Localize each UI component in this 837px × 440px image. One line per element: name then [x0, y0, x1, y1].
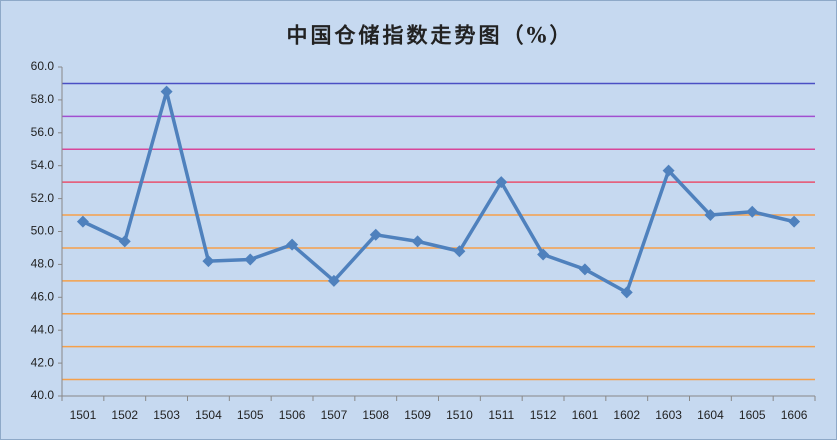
y-tick-label: 60.0 — [31, 59, 55, 73]
y-tick-label: 48.0 — [31, 257, 55, 271]
data-marker — [369, 228, 382, 241]
y-tick-label: 44.0 — [31, 322, 55, 336]
x-tick-label: 1504 — [195, 408, 222, 422]
y-tick-label: 40.0 — [31, 388, 55, 402]
x-tick-label: 1603 — [655, 408, 682, 422]
data-marker — [495, 176, 508, 189]
data-marker — [704, 209, 717, 222]
data-marker — [453, 245, 466, 258]
y-tick-label: 46.0 — [31, 289, 55, 303]
data-marker — [202, 255, 215, 268]
data-marker — [160, 85, 173, 98]
x-tick-label: 1502 — [111, 408, 138, 422]
data-marker — [411, 235, 424, 248]
x-tick-label: 1510 — [446, 408, 473, 422]
data-marker — [76, 215, 89, 228]
x-tick-label: 1512 — [530, 408, 557, 422]
data-marker — [537, 248, 550, 261]
data-marker — [286, 238, 299, 251]
x-tick-label: 1601 — [572, 408, 599, 422]
x-tick-label: 1604 — [697, 408, 724, 422]
data-marker — [662, 164, 675, 177]
data-marker — [244, 253, 257, 266]
x-tick-label: 1509 — [404, 408, 431, 422]
data-marker — [118, 235, 131, 248]
x-tick-label: 1606 — [781, 408, 808, 422]
data-marker — [620, 286, 633, 299]
x-tick-label: 1602 — [613, 408, 640, 422]
data-line — [82, 89, 795, 295]
y-tick-label: 58.0 — [31, 92, 55, 106]
x-tick-label: 1507 — [321, 408, 348, 422]
data-marker — [327, 274, 340, 287]
y-tick-label: 54.0 — [31, 158, 55, 172]
data-marker — [788, 215, 801, 228]
x-tick-label: 1511 — [488, 408, 514, 422]
x-tick-label: 1501 — [70, 408, 97, 422]
x-tick-label: 1605 — [739, 408, 766, 422]
x-tick-label: 1505 — [237, 408, 264, 422]
y-tick-label: 42.0 — [31, 355, 55, 369]
y-tick-label: 56.0 — [31, 125, 55, 139]
x-tick-label: 1503 — [153, 408, 180, 422]
data-marker — [578, 263, 591, 276]
chart-title: 中国仓储指数走势图（%） — [287, 23, 574, 48]
data-marker — [746, 205, 759, 218]
y-tick-label: 50.0 — [31, 224, 55, 238]
y-tick-label: 52.0 — [31, 191, 55, 205]
x-tick-label: 1506 — [279, 408, 306, 422]
x-tick-label: 1508 — [362, 408, 389, 422]
